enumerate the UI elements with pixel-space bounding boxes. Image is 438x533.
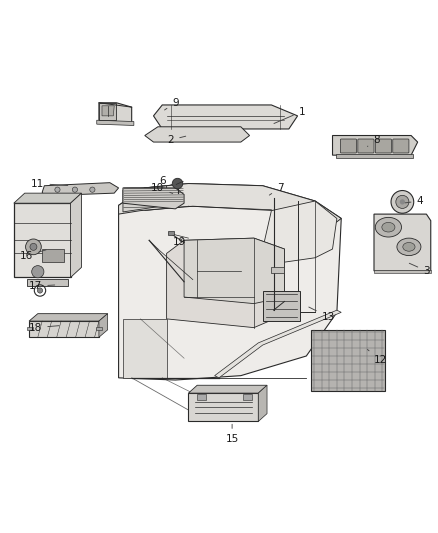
Polygon shape — [42, 249, 64, 262]
Polygon shape — [29, 321, 99, 337]
Polygon shape — [99, 103, 117, 120]
Text: 18: 18 — [29, 322, 59, 333]
Text: 2: 2 — [168, 135, 186, 145]
Circle shape — [32, 265, 44, 278]
Circle shape — [30, 244, 37, 251]
Text: 12: 12 — [367, 350, 387, 365]
Polygon shape — [71, 193, 81, 277]
Polygon shape — [336, 154, 413, 158]
Polygon shape — [123, 319, 166, 378]
Polygon shape — [123, 188, 184, 209]
Polygon shape — [311, 330, 385, 391]
Text: 19: 19 — [173, 238, 186, 247]
Polygon shape — [374, 270, 431, 273]
Polygon shape — [27, 327, 33, 330]
FancyBboxPatch shape — [393, 139, 409, 153]
Circle shape — [391, 190, 414, 213]
Polygon shape — [27, 279, 68, 286]
Polygon shape — [119, 183, 341, 380]
Polygon shape — [97, 120, 134, 125]
Polygon shape — [374, 214, 431, 271]
Text: 15: 15 — [226, 424, 239, 444]
Text: 13: 13 — [309, 307, 335, 322]
FancyBboxPatch shape — [340, 139, 357, 153]
Polygon shape — [263, 201, 337, 262]
Text: 16: 16 — [20, 250, 46, 261]
Polygon shape — [14, 203, 71, 277]
Polygon shape — [123, 185, 166, 212]
Polygon shape — [145, 127, 250, 142]
Polygon shape — [168, 231, 174, 235]
Polygon shape — [99, 103, 132, 123]
Polygon shape — [263, 290, 300, 321]
Polygon shape — [119, 183, 341, 225]
Text: 4: 4 — [405, 196, 423, 206]
Circle shape — [55, 187, 60, 192]
Text: 9: 9 — [165, 98, 179, 110]
Text: 11: 11 — [31, 179, 68, 189]
Polygon shape — [332, 135, 418, 155]
Polygon shape — [258, 385, 267, 422]
Polygon shape — [42, 183, 119, 196]
Polygon shape — [96, 327, 102, 330]
FancyBboxPatch shape — [375, 139, 392, 153]
Circle shape — [172, 179, 183, 189]
Polygon shape — [243, 394, 252, 400]
Polygon shape — [184, 238, 285, 304]
Polygon shape — [197, 394, 206, 400]
Circle shape — [396, 195, 409, 208]
Ellipse shape — [382, 222, 395, 232]
Polygon shape — [215, 310, 341, 378]
Ellipse shape — [403, 243, 415, 251]
Circle shape — [72, 187, 78, 192]
Polygon shape — [29, 313, 108, 321]
Text: 8: 8 — [367, 135, 379, 147]
Polygon shape — [188, 393, 258, 422]
Circle shape — [90, 187, 95, 192]
Text: 7: 7 — [269, 183, 283, 195]
Text: 3: 3 — [409, 263, 430, 276]
Text: 17: 17 — [29, 281, 55, 291]
Circle shape — [25, 239, 41, 255]
Polygon shape — [188, 385, 267, 393]
Text: 1: 1 — [274, 107, 305, 124]
Polygon shape — [166, 238, 285, 328]
Circle shape — [400, 199, 405, 205]
Ellipse shape — [397, 238, 421, 256]
Polygon shape — [99, 313, 108, 337]
Polygon shape — [14, 193, 81, 203]
Ellipse shape — [375, 217, 402, 237]
Polygon shape — [271, 266, 285, 273]
Circle shape — [37, 288, 42, 293]
Polygon shape — [102, 106, 114, 116]
FancyBboxPatch shape — [358, 139, 374, 153]
Text: 6: 6 — [159, 176, 173, 187]
Polygon shape — [153, 105, 297, 129]
Text: 10: 10 — [151, 183, 173, 193]
